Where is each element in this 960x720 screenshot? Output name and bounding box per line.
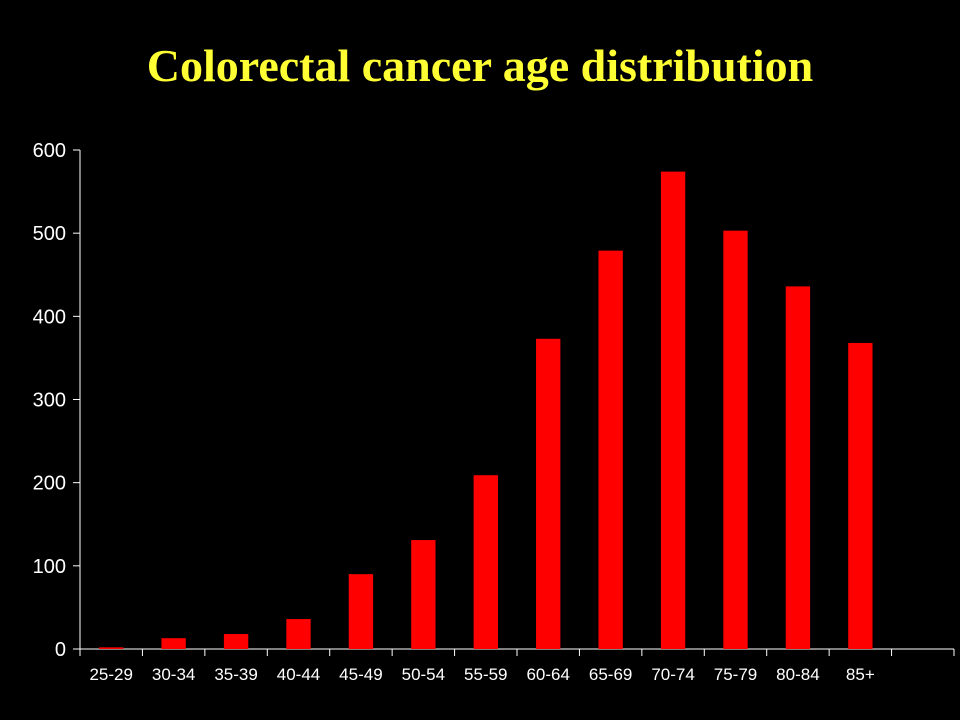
y-axis: 0 100 200 300 400 500 600 bbox=[33, 140, 81, 661]
x-tick-label: 70-74 bbox=[651, 665, 694, 684]
bar bbox=[411, 540, 436, 649]
x-tick-label: 80-84 bbox=[776, 665, 819, 684]
x-tick-label: 25-29 bbox=[89, 665, 132, 684]
x-tick-label: 60-64 bbox=[526, 665, 569, 684]
x-tick-label: 75-79 bbox=[714, 665, 757, 684]
x-tick-label: 40-44 bbox=[277, 665, 320, 684]
bar bbox=[223, 634, 249, 649]
x-tick-label: 30-34 bbox=[152, 665, 195, 684]
bar bbox=[598, 250, 623, 650]
y-tick-label: 500 bbox=[33, 223, 66, 245]
y-tick-label: 300 bbox=[33, 390, 66, 412]
bar bbox=[723, 230, 748, 649]
bar bbox=[473, 475, 498, 649]
x-tick-label: 45-49 bbox=[339, 665, 382, 684]
bar bbox=[536, 338, 561, 649]
y-tick-label: 0 bbox=[55, 639, 66, 661]
x-tick-label: 55-59 bbox=[464, 665, 507, 684]
bar bbox=[99, 647, 124, 649]
bar bbox=[161, 638, 186, 649]
bar bbox=[286, 619, 311, 649]
bar bbox=[348, 574, 374, 649]
x-tick-label: 65-69 bbox=[589, 665, 632, 684]
bar bbox=[660, 171, 686, 649]
x-tick-label: 85+ bbox=[846, 665, 875, 684]
x-axis: 25-29 30-34 35-39 40-44 45-49 50-54 55-59 60-64… bbox=[79, 648, 955, 684]
chart-title: Colorectal cancer age distribution bbox=[146, 40, 814, 91]
bar bbox=[848, 342, 873, 649]
bars bbox=[99, 171, 873, 650]
y-tick-label: 600 bbox=[33, 140, 66, 162]
bar bbox=[785, 286, 811, 649]
x-tick-label: 50-54 bbox=[402, 665, 445, 684]
x-tick-label: 35-39 bbox=[214, 665, 257, 684]
y-tick-label: 200 bbox=[33, 473, 66, 495]
y-tick-label: 100 bbox=[33, 556, 66, 578]
y-tick-label: 400 bbox=[33, 306, 66, 328]
